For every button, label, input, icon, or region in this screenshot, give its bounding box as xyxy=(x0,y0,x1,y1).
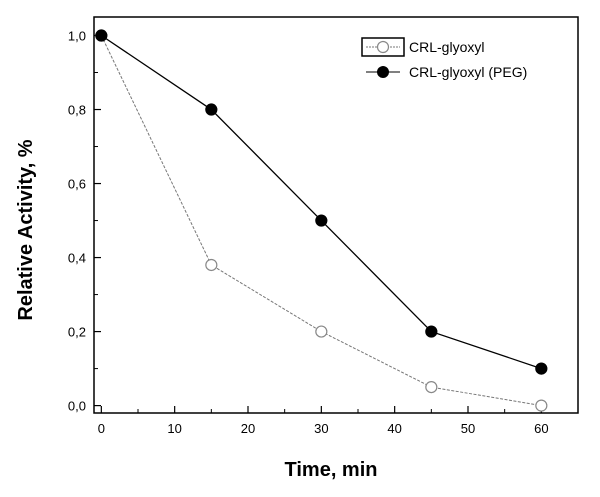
data-point xyxy=(205,258,218,272)
x-tick-label: 0 xyxy=(98,421,105,436)
plot-frame xyxy=(93,16,579,414)
legend: CRL-glyoxyl CRL-glyoxyl (PEG) xyxy=(361,37,527,80)
data-point xyxy=(535,399,548,412)
y-tick-label: 0,8 xyxy=(68,103,86,118)
data-point xyxy=(425,380,438,394)
legend-label-crl-glyoxyl-peg: CRL-glyoxyl (PEG) xyxy=(409,64,527,80)
legend-marker-crl-glyoxyl xyxy=(376,40,390,54)
x-tick-label: 30 xyxy=(314,421,328,436)
x-tick-label: 40 xyxy=(387,421,401,436)
y-axis-title: Relative Activity, % xyxy=(15,139,37,320)
series-line-1 xyxy=(100,34,542,370)
data-point xyxy=(315,214,328,227)
legend-label-crl-glyoxyl: CRL-glyoxyl xyxy=(409,39,484,55)
y-tick-label: 0,6 xyxy=(68,177,86,192)
data-point xyxy=(205,103,218,116)
y-tick-label: 0,0 xyxy=(68,399,86,414)
x-tick-label: 20 xyxy=(241,421,255,436)
y-tick-label: 1,0 xyxy=(68,29,86,44)
legend-marker-crl-glyoxyl-peg xyxy=(377,66,389,78)
x-tick-label: 60 xyxy=(534,421,548,436)
series-layer xyxy=(95,29,548,412)
x-axis-ticks: 0 10 20 30 40 50 60 xyxy=(98,406,549,436)
y-tick-label: 0,2 xyxy=(68,325,86,340)
data-point xyxy=(535,362,548,375)
x-tick-label: 10 xyxy=(167,421,181,436)
x-axis-title: Time, min xyxy=(285,459,378,481)
data-point xyxy=(315,325,328,338)
y-tick-label: 0,4 xyxy=(68,251,86,266)
data-point xyxy=(95,29,108,42)
x-tick-label: 50 xyxy=(461,421,475,436)
legend-swatch-box xyxy=(361,37,405,57)
y-axis-ticks: 0,0 0,2 0,4 0,6 0,8 1,0 xyxy=(68,29,101,414)
data-point xyxy=(425,325,438,338)
